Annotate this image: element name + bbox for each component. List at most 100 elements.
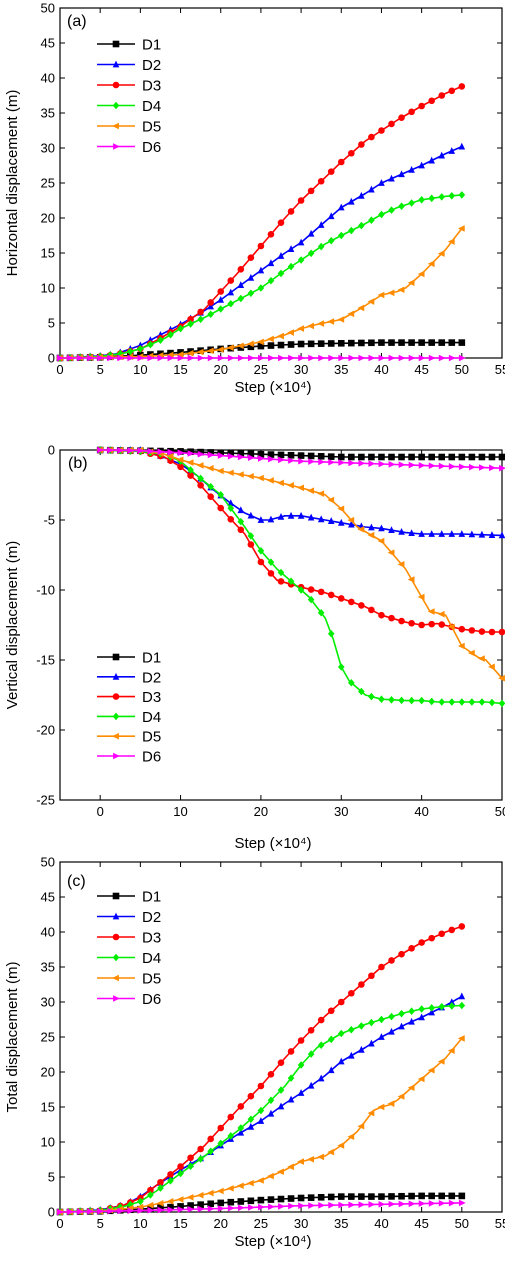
data-point [327,1148,335,1156]
data-point [488,628,496,636]
legend-label: D6 [142,991,161,1008]
panel-tag: (c) [67,873,86,890]
data-point [368,523,375,531]
data-point [177,449,185,457]
data-point [237,517,245,526]
data-point [398,1009,405,1018]
data-point [327,318,335,325]
data-point [177,349,184,356]
data-point [197,448,204,456]
data-point [197,450,205,458]
y-tick-label: 45 [41,36,55,51]
data-point [226,1185,234,1192]
data-point [348,1051,355,1059]
data-point [378,460,386,468]
data-point [408,1007,415,1015]
x-tick-label: 10 [133,362,147,377]
data-point [247,454,255,461]
data-point [458,354,466,362]
data-point [348,197,355,205]
series-line [59,194,462,359]
y-tick-label: 15 [41,1100,55,1115]
data-point [197,474,204,483]
legend-label: D5 [142,971,161,988]
data-point [237,1124,245,1132]
data-point [368,339,375,347]
series-line [100,449,502,633]
data-point [387,549,395,556]
data-point [378,179,385,186]
data-point [247,289,255,298]
data-point [438,930,446,938]
data-point [187,472,194,479]
legend-label: D4 [142,709,161,726]
x-tick-label: 10 [133,1216,147,1231]
data-point [388,206,395,214]
data-point [368,972,375,980]
x-tick-label: 0 [56,362,63,377]
data-point [267,570,275,577]
data-point [437,610,445,618]
data-point [367,1109,375,1117]
data-point [428,194,435,203]
data-point [227,1198,235,1206]
data-point [398,354,406,362]
data-point [378,1033,385,1040]
data-point [448,147,456,154]
data-point [408,1017,415,1025]
data-point [247,1092,255,1100]
data-point [337,231,345,240]
plot-frame [59,7,503,359]
data-point [317,1016,325,1024]
data-point [337,595,345,602]
data-point [176,456,184,464]
data-point [147,1207,155,1214]
y-tick-label: 20 [41,211,55,226]
data-point [267,1172,274,1180]
data-point [358,453,365,461]
data-point [167,1176,174,1185]
data-point [408,165,415,173]
data-point [177,324,184,333]
data-point [216,346,224,353]
legend-label: D2 [142,909,161,926]
data-point [367,298,375,305]
data-point [236,342,244,350]
data-point [257,1117,265,1124]
y-tick-label: 25 [41,1030,55,1045]
data-point [318,458,326,466]
data-point [307,595,315,604]
data-point [408,696,415,705]
data-point [307,249,315,258]
data-point [287,1195,295,1202]
data-point [177,1163,184,1170]
data-point [107,1207,115,1215]
data-point [337,316,345,323]
data-point [317,490,325,497]
legend-marker [113,752,120,760]
series-line [100,449,503,679]
data-point [388,695,395,704]
data-point [207,451,215,459]
x-tick-label: 30 [334,804,348,819]
data-point [167,349,174,357]
data-point [127,347,134,356]
legend-marker [112,912,120,920]
y-tick-label: 0 [48,443,55,458]
x-tick-label: 35 [334,1216,348,1231]
data-point [278,456,285,464]
x-tick-label: 40 [374,1216,388,1231]
data-point [378,1015,385,1024]
data-point [258,354,265,362]
data-point [417,593,425,601]
data-point [117,354,125,362]
data-point [387,1100,395,1107]
data-point [438,530,446,537]
data-point [258,1203,265,1211]
data-point [67,354,74,362]
data-point [196,1191,204,1199]
data-point [268,354,275,362]
data-point [388,1200,396,1208]
data-point [167,457,174,464]
data-point [489,464,496,472]
